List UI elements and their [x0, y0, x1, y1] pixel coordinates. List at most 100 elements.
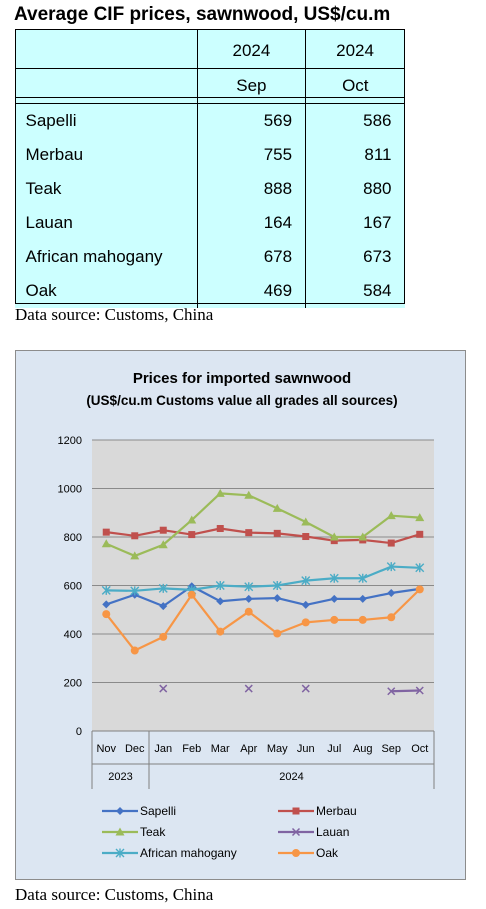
- table-row: African mahogany 678 673: [16, 240, 405, 274]
- series-line-merbau: [106, 527, 421, 545]
- data-point-african-mahogany: [272, 581, 282, 590]
- x-tick-label: Mar: [211, 743, 230, 755]
- row-name: Oak: [25, 281, 57, 300]
- row-name: Teak: [25, 179, 62, 198]
- line-chart: Prices for imported sawnwood (US$/cu.m C…: [58, 370, 435, 860]
- legend-label-sapelli: Sapelli: [140, 804, 176, 818]
- table-row: Merbau 755 811: [16, 138, 405, 172]
- x-tick-label: Dec: [125, 743, 145, 755]
- legend-marker-lauan: [291, 827, 301, 837]
- header-empty-cell: [16, 30, 198, 69]
- x-tick-label: Aug: [353, 743, 373, 755]
- header-empty-cell: [16, 69, 198, 104]
- data-point-sapelli: [244, 594, 253, 603]
- data-point-sapelli: [273, 594, 282, 603]
- data-point-african-mahogany: [101, 585, 111, 595]
- data-point-oak: [102, 610, 111, 619]
- data-point-african-mahogany: [358, 573, 368, 583]
- row-sep-value: 569: [196, 103, 306, 138]
- row-name: Merbau: [25, 145, 84, 164]
- data-point-african-mahogany: [215, 581, 225, 590]
- year-group-label: 2024: [279, 771, 303, 783]
- data-point-oak: [415, 585, 424, 594]
- legend-marker-teak: [115, 827, 125, 836]
- table-row: Lauan 164 167: [16, 206, 405, 240]
- price-table: 2024 2024 Sep Oct Sapelli 569 586 Merbau…: [15, 29, 405, 308]
- data-point-sapelli: [301, 600, 310, 609]
- series-line-sapelli: [105, 585, 420, 608]
- data-point-merbau: [245, 529, 253, 537]
- table-row: Teak 888 880: [16, 172, 405, 206]
- data-point-african-mahogany: [158, 583, 168, 593]
- data-point-oak: [301, 618, 310, 627]
- chart-title: Prices for imported sawnwood: [133, 370, 351, 387]
- data-point-sapelli: [330, 594, 339, 603]
- data-point-teak: [329, 532, 339, 541]
- data-point-oak: [130, 646, 139, 655]
- y-tick-label: 600: [64, 581, 82, 593]
- data-point-oak: [387, 613, 396, 622]
- data-point-teak: [158, 540, 168, 549]
- data-point-teak: [415, 513, 425, 522]
- row-name: Sapelli: [25, 111, 77, 130]
- y-tick-label: 400: [64, 629, 82, 641]
- x-tick-label: Oct: [411, 743, 428, 755]
- row-name: African mahogany: [25, 247, 163, 266]
- data-point-sapelli: [387, 589, 396, 598]
- data-point-merbau: [273, 529, 281, 537]
- row-oct-value: 586: [305, 103, 405, 138]
- legend-label-teak: Teak: [140, 825, 166, 839]
- row-sep-value: 755: [196, 138, 306, 172]
- row-oct-value: 811: [305, 138, 405, 172]
- data-point-african-mahogany: [130, 586, 140, 596]
- series-line-oak: [105, 588, 421, 652]
- data-point-oak: [187, 590, 196, 599]
- data-point-teak: [130, 551, 140, 560]
- row-sep-value: 469: [196, 274, 306, 308]
- year-group-label: 2023: [108, 771, 132, 783]
- table-header-row-years: 2024 2024: [15, 29, 405, 69]
- data-point-african-mahogany: [301, 576, 311, 586]
- y-tick-label: 1000: [58, 484, 82, 496]
- data-point-lauan: [415, 686, 424, 695]
- series-line-teak: [105, 492, 420, 558]
- header-month-oct: Oct: [305, 68, 405, 104]
- row-sep-value: 164: [196, 206, 306, 240]
- legend-label-merbau: Merbau: [316, 804, 357, 818]
- header-year-oct: 2024: [305, 29, 405, 69]
- data-point-lauan: [159, 684, 168, 693]
- data-point-african-mahogany: [329, 573, 339, 583]
- chart-box: Prices for imported sawnwood (US$/cu.m C…: [15, 350, 466, 880]
- data-point-sapelli: [159, 602, 168, 611]
- data-point-teak: [187, 515, 197, 524]
- data-point-teak: [244, 490, 254, 499]
- data-point-merbau: [102, 528, 110, 536]
- legend-label-african-mahogany: African mahogany: [140, 846, 237, 860]
- x-tick-label: Jan: [154, 743, 172, 755]
- row-oct-value: 673: [305, 240, 405, 274]
- data-point-merbau: [302, 533, 310, 541]
- series-line-lauan: [391, 689, 420, 693]
- data-point-merbau: [387, 539, 395, 547]
- data-point-merbau: [216, 525, 224, 533]
- data-point-oak: [330, 615, 339, 624]
- data-point-african-mahogany: [386, 562, 396, 572]
- header-year-sep: 2024: [196, 29, 306, 69]
- table-title: Average CIF prices, sawnwood, US$/cu.m: [14, 4, 391, 25]
- legend-label-oak: Oak: [316, 846, 339, 860]
- data-point-lauan: [387, 687, 396, 696]
- data-point-teak: [358, 532, 368, 541]
- y-tick-label: 800: [64, 532, 82, 544]
- table-row: Oak 469 584: [16, 274, 405, 308]
- x-tick-label: Feb: [182, 743, 201, 755]
- y-tick-label: 0: [76, 726, 82, 738]
- data-point-merbau: [416, 530, 424, 538]
- table-row: Sapelli 569 586: [15, 103, 405, 138]
- data-point-oak: [159, 632, 168, 641]
- series-line-african-mahogany: [106, 565, 420, 592]
- legend-marker-oak: [292, 849, 300, 857]
- row-oct-value: 167: [305, 206, 405, 240]
- row-sep-value: 678: [196, 240, 306, 274]
- data-point-oak: [244, 607, 253, 616]
- y-tick-label: 1200: [58, 435, 82, 447]
